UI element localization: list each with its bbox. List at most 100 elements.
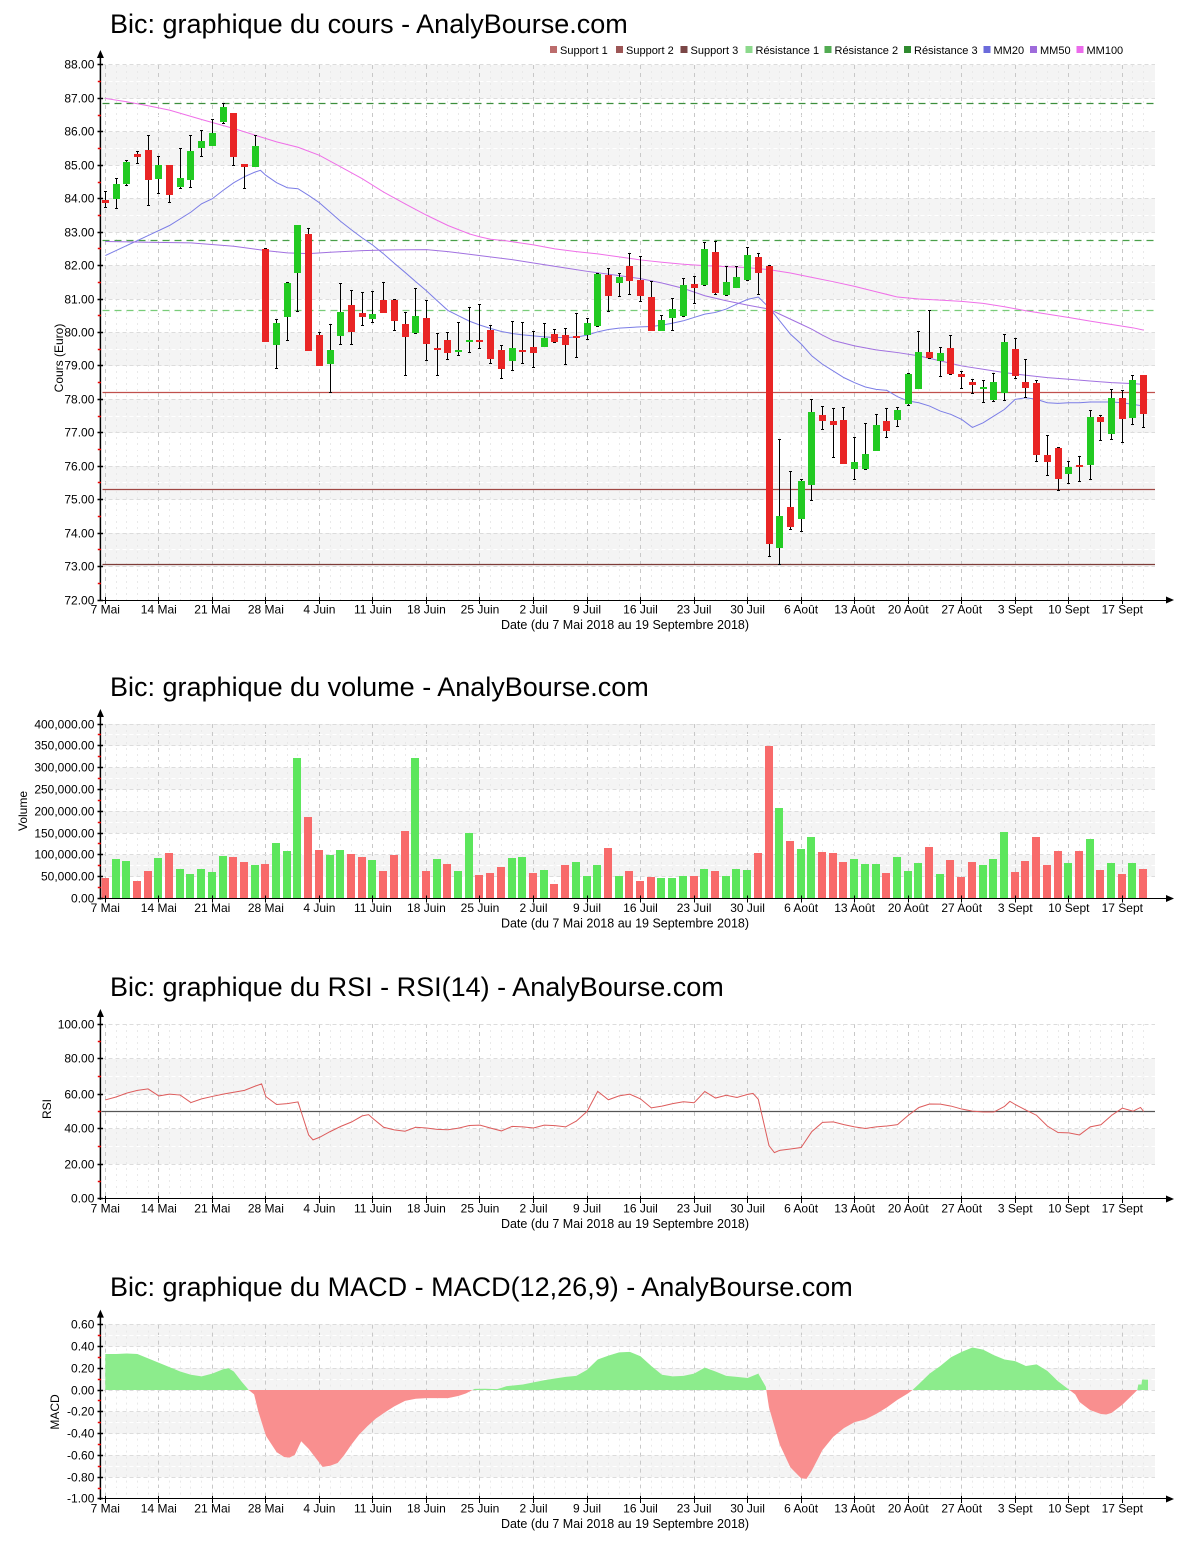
svg-text:10 Sept: 10 Sept <box>1048 901 1090 915</box>
svg-text:Volume: Volume <box>16 791 30 831</box>
svg-text:0.20: 0.20 <box>71 1362 95 1376</box>
svg-text:-1.00: -1.00 <box>67 1492 95 1506</box>
svg-text:Date (du 7 Mai 2018 au 19 Sept: Date (du 7 Mai 2018 au 19 Septembre 2018… <box>501 1217 749 1231</box>
svg-text:14 Mai: 14 Mai <box>141 1202 177 1216</box>
svg-text:200,000.00: 200,000.00 <box>34 805 94 819</box>
svg-text:86.00: 86.00 <box>64 125 94 139</box>
svg-text:6 Août: 6 Août <box>784 901 819 915</box>
svg-text:17 Sept: 17 Sept <box>1102 1502 1144 1516</box>
svg-text:7 Mai: 7 Mai <box>91 901 120 915</box>
svg-text:11 Juin: 11 Juin <box>354 1502 392 1516</box>
svg-text:88.00: 88.00 <box>64 58 94 72</box>
svg-text:-0.80: -0.80 <box>67 1471 95 1485</box>
svg-text:21 Mai: 21 Mai <box>194 1202 230 1216</box>
svg-text:Résistance 1: Résistance 1 <box>756 45 820 57</box>
svg-text:13 Août: 13 Août <box>834 603 875 617</box>
svg-text:13 Août: 13 Août <box>834 1202 875 1216</box>
svg-text:20 Août: 20 Août <box>888 603 929 617</box>
svg-text:3 Sept: 3 Sept <box>998 1202 1033 1216</box>
svg-text:6 Août: 6 Août <box>784 603 819 617</box>
svg-text:79.00: 79.00 <box>64 359 94 373</box>
svg-text:Support 3: Support 3 <box>691 45 739 57</box>
svg-text:10 Sept: 10 Sept <box>1048 1202 1090 1216</box>
svg-text:Date (du 7 Mai 2018 au 19 Sept: Date (du 7 Mai 2018 au 19 Septembre 2018… <box>501 917 749 931</box>
svg-text:20 Août: 20 Août <box>888 901 929 915</box>
svg-text:7 Mai: 7 Mai <box>91 603 120 617</box>
svg-text:6 Août: 6 Août <box>784 1202 819 1216</box>
svg-text:16 Juil: 16 Juil <box>623 1202 658 1216</box>
svg-text:MACD: MACD <box>48 1394 62 1430</box>
svg-text:9 Juil: 9 Juil <box>573 1202 601 1216</box>
svg-text:25 Juin: 25 Juin <box>461 603 500 617</box>
svg-text:100.00: 100.00 <box>58 1018 95 1032</box>
svg-text:7 Mai: 7 Mai <box>91 1202 120 1216</box>
svg-text:78.00: 78.00 <box>64 393 94 407</box>
svg-text:MM100: MM100 <box>1087 45 1124 57</box>
svg-text:400,000.00: 400,000.00 <box>34 718 94 732</box>
svg-text:30 Juil: 30 Juil <box>730 1202 765 1216</box>
svg-text:30 Juil: 30 Juil <box>730 901 765 915</box>
svg-text:0.00: 0.00 <box>71 1384 95 1398</box>
svg-text:81.00: 81.00 <box>64 293 94 307</box>
svg-text:350,000.00: 350,000.00 <box>34 739 94 753</box>
svg-text:20 Août: 20 Août <box>888 1502 929 1516</box>
svg-text:27 Août: 27 Août <box>941 1202 982 1216</box>
svg-text:23 Juil: 23 Juil <box>677 1202 712 1216</box>
svg-text:2 Juil: 2 Juil <box>519 603 547 617</box>
svg-text:18 Juin: 18 Juin <box>407 1502 446 1516</box>
svg-text:0.60: 0.60 <box>71 1318 95 1332</box>
svg-text:30 Juil: 30 Juil <box>730 603 765 617</box>
svg-text:20 Août: 20 Août <box>888 1202 929 1216</box>
svg-text:16 Juil: 16 Juil <box>623 901 658 915</box>
svg-text:75.00: 75.00 <box>64 493 94 507</box>
svg-text:23 Juil: 23 Juil <box>677 901 712 915</box>
svg-text:21 Mai: 21 Mai <box>194 603 230 617</box>
svg-text:3 Sept: 3 Sept <box>998 1502 1033 1516</box>
svg-text:50,000.00: 50,000.00 <box>41 870 95 884</box>
svg-text:17 Sept: 17 Sept <box>1102 1202 1144 1216</box>
svg-text:10 Sept: 10 Sept <box>1048 1502 1090 1516</box>
svg-text:14 Mai: 14 Mai <box>141 1502 177 1516</box>
svg-text:18 Juin: 18 Juin <box>407 1202 446 1216</box>
svg-text:16 Juil: 16 Juil <box>623 603 658 617</box>
svg-text:13 Août: 13 Août <box>834 1502 875 1516</box>
svg-text:250,000.00: 250,000.00 <box>34 783 94 797</box>
svg-text:150,000.00: 150,000.00 <box>34 827 94 841</box>
svg-text:14 Mai: 14 Mai <box>141 603 177 617</box>
svg-text:77.00: 77.00 <box>64 426 94 440</box>
svg-text:11 Juin: 11 Juin <box>354 603 392 617</box>
svg-text:Résistance 3: Résistance 3 <box>914 45 978 57</box>
svg-text:9 Juil: 9 Juil <box>573 1502 601 1516</box>
svg-text:27 Août: 27 Août <box>941 603 982 617</box>
svg-text:87.00: 87.00 <box>64 92 94 106</box>
svg-text:3 Sept: 3 Sept <box>998 603 1033 617</box>
svg-text:4 Juin: 4 Juin <box>303 1202 335 1216</box>
svg-text:28 Mai: 28 Mai <box>248 603 284 617</box>
svg-text:0.00: 0.00 <box>71 892 95 906</box>
svg-text:Bic: graphique du RSI - RSI(14: Bic: graphique du RSI - RSI(14) - AnalyB… <box>110 972 724 1002</box>
svg-text:6 Août: 6 Août <box>784 1502 819 1516</box>
svg-text:Support 2: Support 2 <box>626 45 674 57</box>
svg-text:84.00: 84.00 <box>64 192 94 206</box>
svg-text:0.40: 0.40 <box>71 1340 95 1354</box>
svg-text:300,000.00: 300,000.00 <box>34 761 94 775</box>
svg-text:21 Mai: 21 Mai <box>194 901 230 915</box>
svg-text:2 Juil: 2 Juil <box>519 1202 547 1216</box>
svg-text:9 Juil: 9 Juil <box>573 603 601 617</box>
svg-text:100,000.00: 100,000.00 <box>34 848 94 862</box>
svg-text:14 Mai: 14 Mai <box>141 901 177 915</box>
svg-text:72.00: 72.00 <box>64 594 94 608</box>
svg-text:Support 1: Support 1 <box>560 45 608 57</box>
svg-text:82.00: 82.00 <box>64 259 94 273</box>
svg-text:RSI: RSI <box>40 1099 54 1119</box>
svg-text:80.00: 80.00 <box>64 1052 94 1066</box>
svg-text:2 Juil: 2 Juil <box>519 901 547 915</box>
svg-text:20.00: 20.00 <box>64 1158 94 1172</box>
svg-text:25 Juin: 25 Juin <box>461 1202 500 1216</box>
svg-text:4 Juin: 4 Juin <box>303 901 335 915</box>
svg-text:17 Sept: 17 Sept <box>1102 901 1144 915</box>
svg-text:-0.40: -0.40 <box>67 1427 95 1441</box>
svg-text:-0.20: -0.20 <box>67 1405 95 1419</box>
svg-text:Bic: graphique du MACD - MACD(: Bic: graphique du MACD - MACD(12,26,9) -… <box>110 1272 853 1302</box>
svg-text:Date (du 7 Mai 2018 au 19 Sept: Date (du 7 Mai 2018 au 19 Septembre 2018… <box>501 1517 749 1531</box>
